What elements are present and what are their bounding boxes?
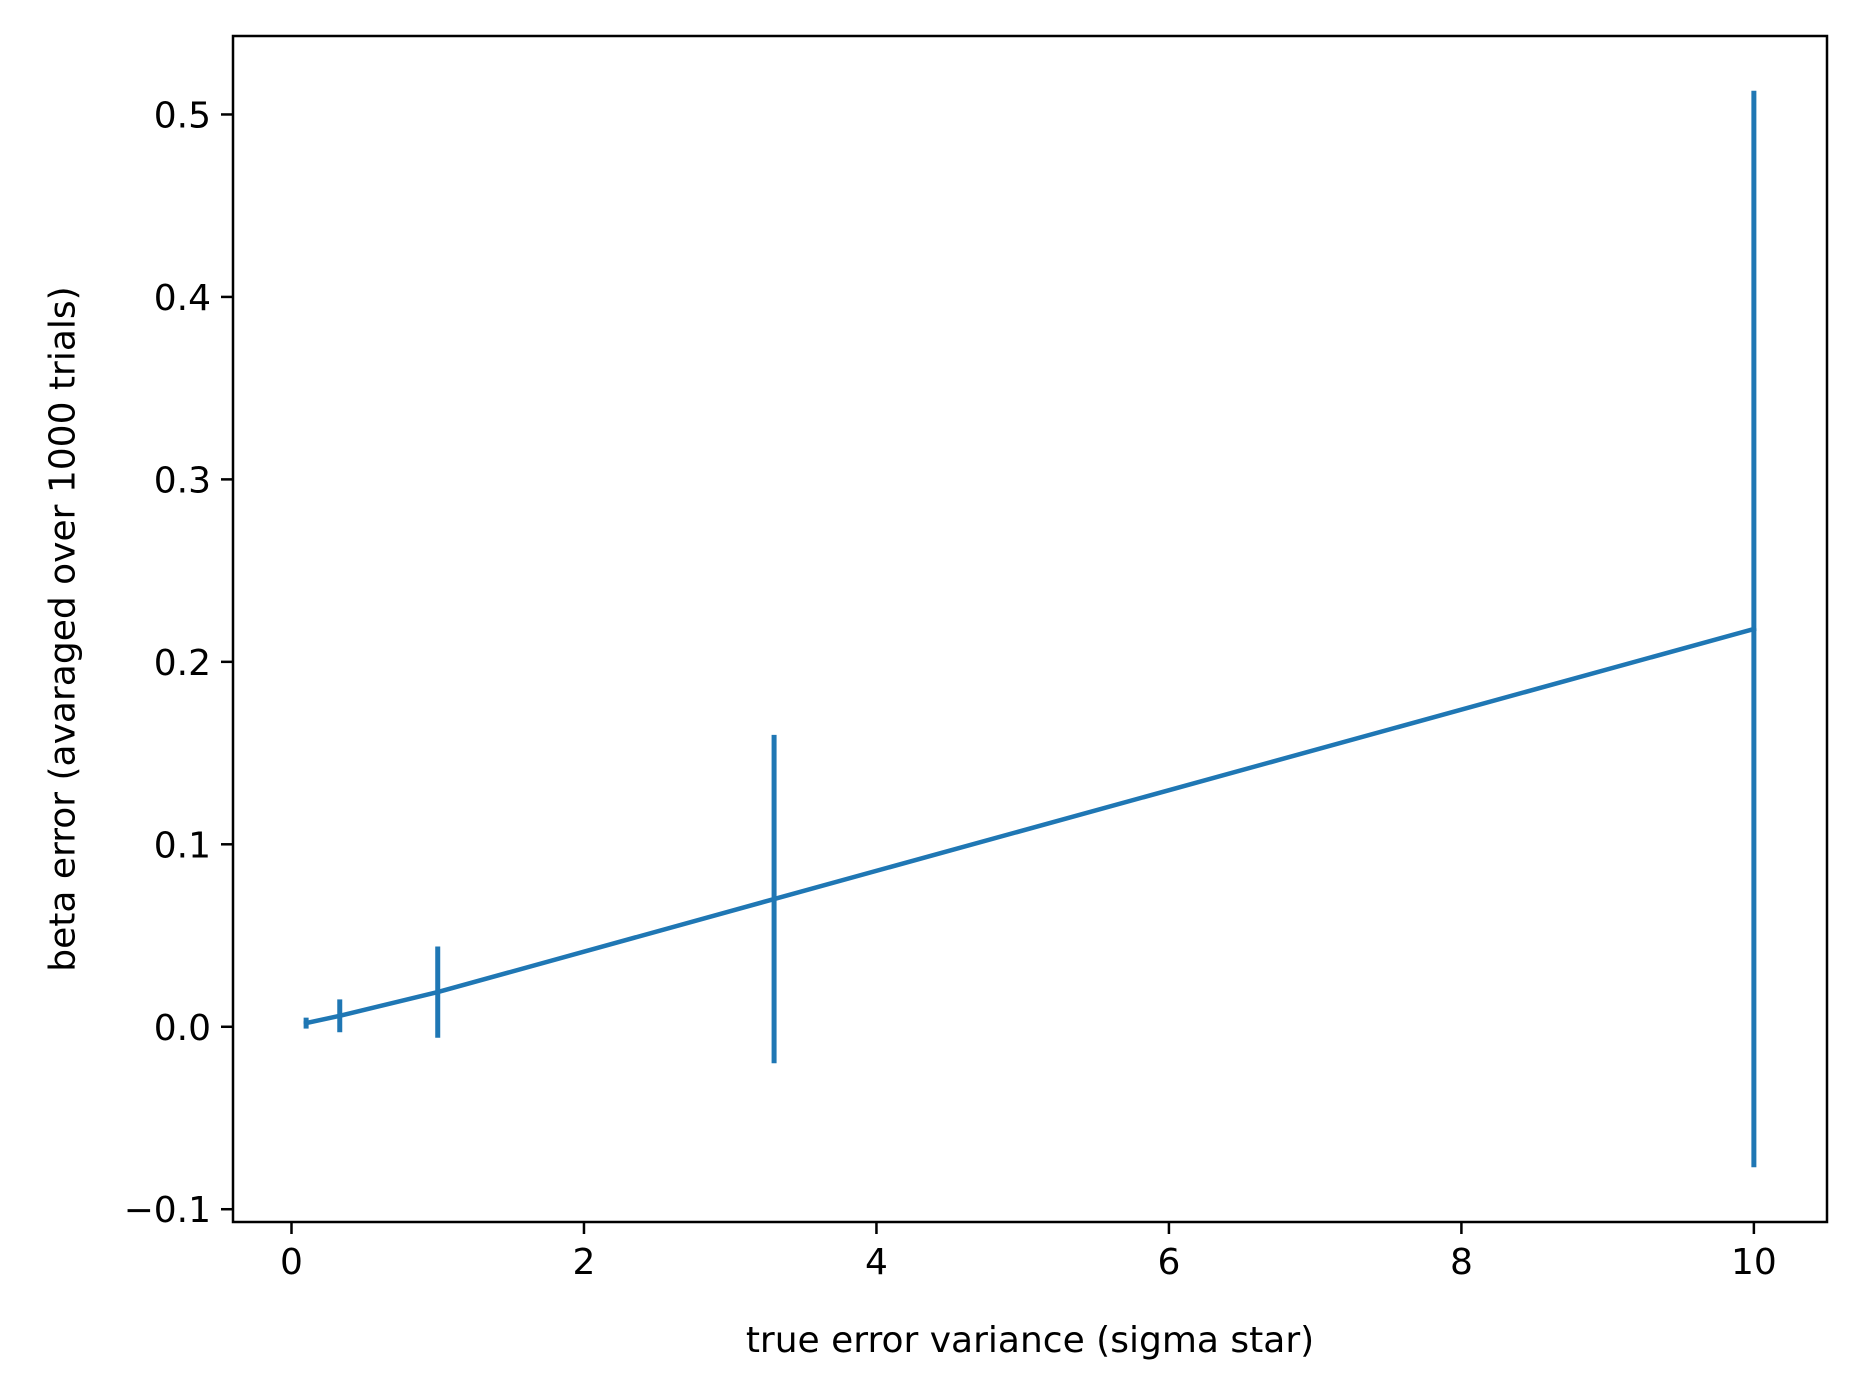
- x-tick-label: 10: [1731, 1242, 1777, 1283]
- x-axis-label: true error variance (sigma star): [746, 1320, 1314, 1361]
- x-tick-label: 8: [1450, 1242, 1473, 1283]
- y-tick-label: 0.4: [154, 278, 211, 319]
- data-point: [1751, 626, 1757, 632]
- data-point: [435, 989, 441, 995]
- y-axis-ticks: −0.1 0.0 0.1 0.2 0.3 0.4 0.5: [124, 95, 233, 1231]
- x-tick-label: 4: [865, 1242, 888, 1283]
- y-tick-label: −0.1: [124, 1190, 211, 1231]
- y-tick-label: 0.0: [154, 1008, 211, 1049]
- data-point: [303, 1020, 309, 1026]
- axes-frame: [231, 34, 1829, 1224]
- y-tick-label: 0.2: [154, 643, 211, 684]
- y-tick-label: 0.1: [154, 825, 211, 866]
- x-tick-label: 2: [573, 1242, 596, 1283]
- x-tick-label: 6: [1157, 1242, 1180, 1283]
- x-tick-label: 0: [280, 1242, 303, 1283]
- y-tick-label: 0.5: [154, 95, 211, 136]
- data-point: [771, 896, 777, 902]
- y-axis-label: beta error (avaraged over 1000 trials): [43, 286, 84, 971]
- y-tick-label: 0.3: [154, 460, 211, 501]
- data-point: [337, 1013, 343, 1019]
- plot-layer: [303, 90, 1757, 1168]
- x-axis-ticks: 0 2 4 6 8 10: [280, 1222, 1777, 1283]
